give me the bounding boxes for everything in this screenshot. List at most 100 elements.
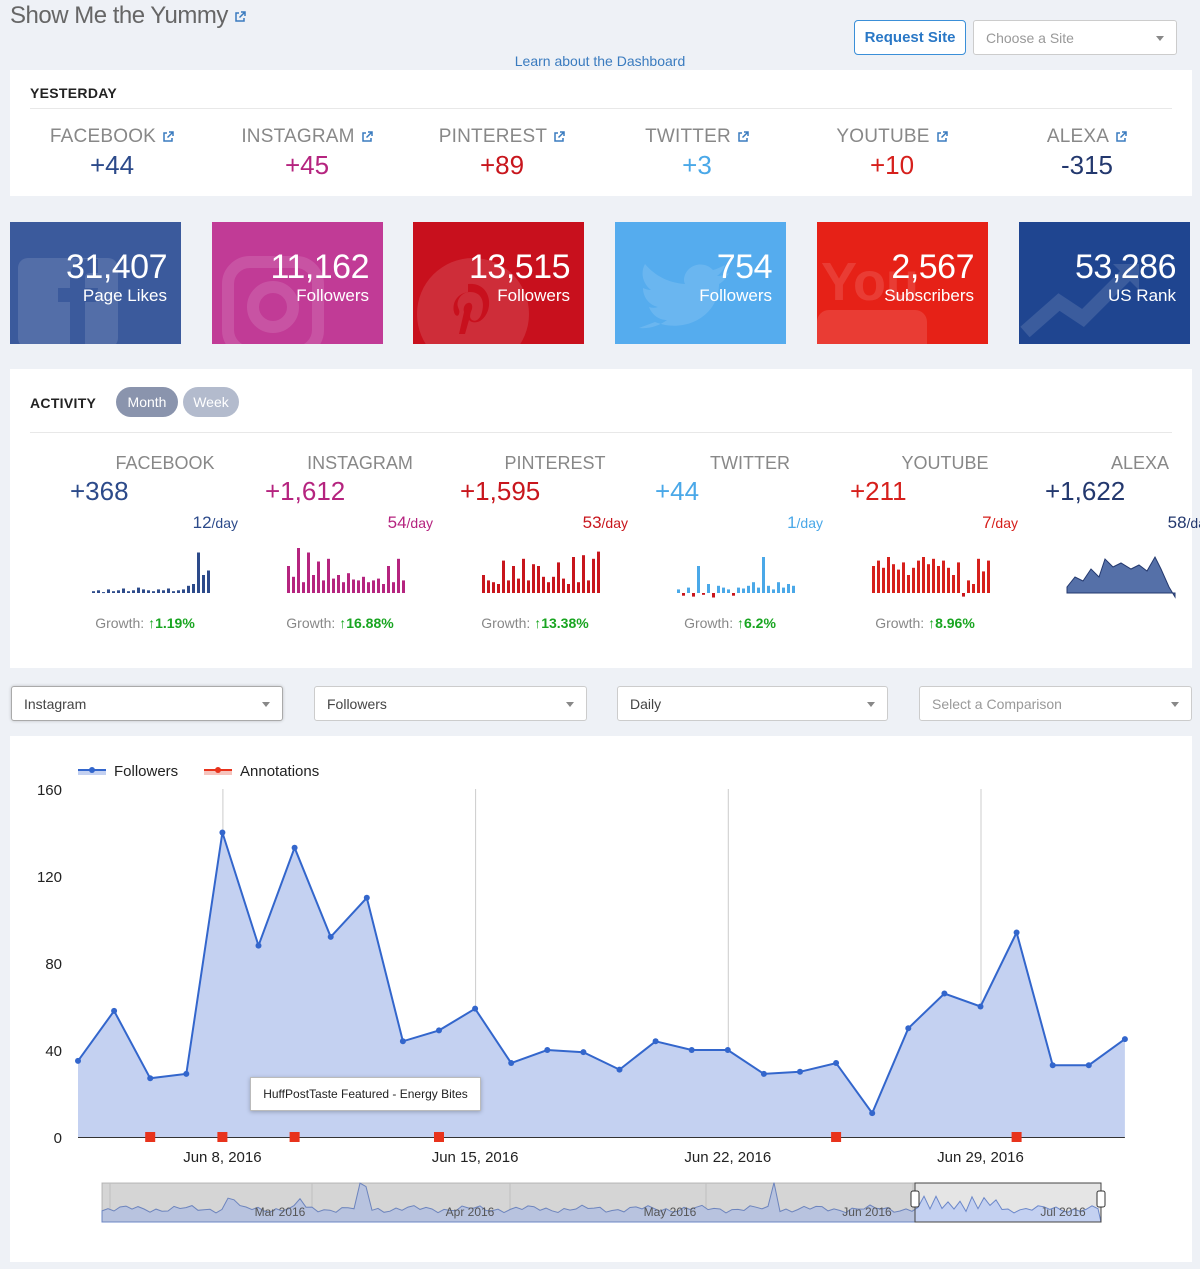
annotation-marker[interactable]: [217, 1132, 228, 1142]
stat-label[interactable]: TWITTER: [645, 126, 731, 147]
followers-point[interactable]: [869, 1110, 876, 1117]
site-select[interactable]: Choose a Site: [973, 20, 1177, 55]
stat-label-link[interactable]: INSTAGRAM: [212, 126, 402, 148]
spark-bar: [927, 564, 930, 593]
followers-point[interactable]: [797, 1068, 803, 1075]
followers-point[interactable]: [291, 844, 298, 851]
learn-dashboard-link[interactable]: Learn about the Dashboard: [0, 53, 1200, 69]
annotation-marker[interactable]: [1011, 1132, 1022, 1142]
stat-label[interactable]: ALEXA: [1046, 126, 1110, 147]
activity-per-day: 53/day: [460, 513, 650, 533]
followers-point[interactable]: [363, 894, 370, 901]
followers-point[interactable]: [75, 1057, 81, 1064]
external-link-icon[interactable]: [737, 131, 749, 143]
followers-point[interactable]: [580, 1049, 587, 1056]
spark-bar: [202, 575, 205, 593]
followers-point[interactable]: [688, 1047, 695, 1053]
range-navigator[interactable]: Mar 2016 Apr 2016 May 2016 Jun 2016 Jul 2016: [101, 1182, 1106, 1223]
followers-point[interactable]: [508, 1060, 515, 1067]
trend-icon: [1020, 264, 1139, 338]
learn-dashboard-text[interactable]: Learn about the Dashboard: [514, 53, 686, 69]
spark-bar: [387, 566, 390, 593]
metric-select[interactable]: Followers: [314, 686, 587, 721]
annotation-marker[interactable]: [145, 1132, 156, 1142]
per-day-value: 1: [787, 513, 797, 532]
legend-label-followers[interactable]: Followers: [114, 763, 178, 780]
followers-point[interactable]: [183, 1070, 190, 1077]
sparkline-instagram: [287, 548, 405, 593]
spark-bar: [762, 557, 765, 593]
network-select[interactable]: Instagram: [11, 686, 283, 721]
external-link-icon[interactable]: [361, 131, 373, 143]
external-link-icon[interactable]: [553, 131, 565, 143]
navigator-handle[interactable]: [1096, 1190, 1106, 1208]
navigator-handle[interactable]: [910, 1190, 920, 1208]
followers-point[interactable]: [1013, 929, 1020, 936]
stat-label-link[interactable]: TWITTER: [602, 126, 792, 148]
followers-point[interactable]: [472, 1005, 479, 1012]
annotation-marker[interactable]: [289, 1132, 300, 1142]
tab-week[interactable]: Week: [183, 387, 239, 417]
annotation-marker[interactable]: [434, 1132, 444, 1142]
followers-area: [78, 832, 1125, 1137]
followers-point[interactable]: [1085, 1062, 1092, 1069]
legend-label-annotations[interactable]: Annotations: [240, 763, 319, 780]
external-link-icon[interactable]: [936, 131, 948, 143]
tile-label: US Rank: [1107, 286, 1176, 305]
total-tile-trend: 53,286 US Rank: [1019, 222, 1190, 344]
followers-point[interactable]: [219, 829, 226, 836]
site-title[interactable]: Show Me the Yummy: [10, 2, 246, 30]
activity-card: ACTIVITY Month Week FACEBOOK +368 12/day Gr…: [10, 369, 1200, 668]
followers-point[interactable]: [905, 1025, 912, 1032]
followers-chart[interactable]: 0 40 80 120 160 Jun 8, 2016 Jun 15, 2016 Jun 22…: [0, 736, 1200, 1266]
followers-point[interactable]: [327, 933, 334, 940]
followers-point[interactable]: [399, 1038, 406, 1045]
x-tick-label: Jun 29, 2016: [937, 1149, 1024, 1166]
stat-label-link[interactable]: PINTEREST: [407, 126, 597, 148]
external-link-icon[interactable]: [162, 131, 174, 143]
followers-point[interactable]: [1049, 1062, 1056, 1069]
stat-label-link[interactable]: FACEBOOK: [17, 126, 207, 148]
stat-label[interactable]: INSTAGRAM: [241, 126, 355, 147]
per-day-value: 53: [582, 513, 602, 532]
followers-point[interactable]: [616, 1066, 623, 1073]
followers-point[interactable]: [977, 1003, 984, 1010]
stat-label[interactable]: PINTEREST: [438, 126, 548, 147]
followers-point[interactable]: [147, 1075, 154, 1082]
followers-point[interactable]: [1121, 1036, 1128, 1043]
request-site-button[interactable]: Request Site: [854, 20, 966, 55]
site-title-text[interactable]: Show Me the Yummy: [10, 2, 228, 29]
growth-label: Growth:: [286, 615, 336, 631]
spark-bar: [322, 580, 325, 593]
interval-select[interactable]: Daily: [617, 686, 888, 721]
spark-bar: [792, 585, 795, 593]
activity-total: +211: [850, 476, 907, 506]
followers-point[interactable]: [436, 1027, 442, 1034]
stat-label-link[interactable]: YOUTUBE: [797, 126, 987, 148]
growth-label: Growth:: [684, 615, 734, 631]
external-link-icon[interactable]: [234, 10, 246, 23]
spark-bar: [742, 588, 745, 593]
spark-bar: [902, 562, 905, 593]
spark-bar: [957, 562, 960, 593]
followers-point[interactable]: [544, 1047, 551, 1053]
comparison-select[interactable]: Select a Comparison: [919, 686, 1192, 721]
spark-bar: [317, 561, 320, 593]
spark-bar: [757, 587, 760, 593]
stat-label[interactable]: YOUTUBE: [836, 126, 930, 147]
followers-point[interactable]: [833, 1060, 840, 1067]
activity-total: +1,622: [1045, 476, 1126, 506]
followers-point[interactable]: [760, 1070, 767, 1077]
external-link-icon[interactable]: [1115, 131, 1127, 143]
followers-point[interactable]: [941, 990, 948, 997]
followers-point[interactable]: [652, 1038, 659, 1045]
tab-month[interactable]: Month: [116, 387, 178, 417]
followers-point[interactable]: [724, 1047, 731, 1053]
followers-point[interactable]: [111, 1007, 118, 1014]
stat-label[interactable]: FACEBOOK: [49, 126, 157, 147]
stat-label-link[interactable]: ALEXA: [992, 126, 1182, 148]
navigator-label: Mar 2016: [255, 1205, 306, 1219]
annotation-marker[interactable]: [831, 1132, 842, 1142]
growth-label: Growth:: [481, 615, 531, 631]
followers-point[interactable]: [255, 942, 262, 949]
